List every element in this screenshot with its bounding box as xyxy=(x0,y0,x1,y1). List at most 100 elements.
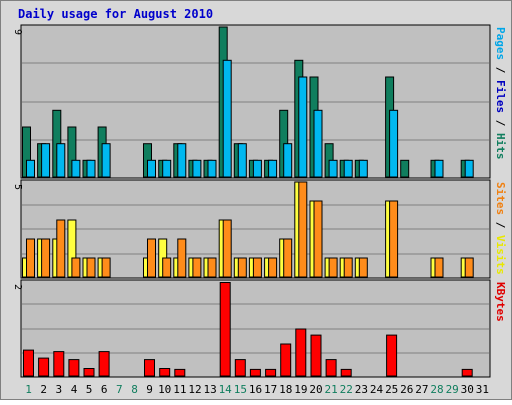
day-label-27: 27 xyxy=(415,383,428,396)
bar-kbytes-day-20 xyxy=(310,334,322,377)
day-label-14: 14 xyxy=(219,383,233,396)
legend-text-4: Hits xyxy=(494,133,507,160)
bar-pages-day-23 xyxy=(358,159,368,178)
day-label-17: 17 xyxy=(264,383,277,396)
day-label-22: 22 xyxy=(340,383,353,396)
bar-kbytes-day-11 xyxy=(174,368,186,377)
bar-pages-day-19 xyxy=(298,76,308,178)
day-label-7: 7 xyxy=(116,383,123,396)
day-label-18: 18 xyxy=(279,383,292,396)
bar-sites-day-21 xyxy=(328,257,338,278)
day-label-13: 13 xyxy=(203,383,216,396)
bar-kbytes-day-2 xyxy=(38,357,50,377)
bar-sites-day-12 xyxy=(192,257,202,278)
bar-sites-day-4 xyxy=(71,257,81,278)
bar-kbytes-day-10 xyxy=(159,368,171,377)
bar-kbytes-day-15 xyxy=(234,359,246,377)
day-label-3: 3 xyxy=(55,383,62,396)
bar-kbytes-day-5 xyxy=(83,368,95,377)
legend-text-2: Files xyxy=(494,80,507,113)
bar-pages-day-9 xyxy=(147,159,156,178)
bar-sites-day-15 xyxy=(237,257,247,278)
bar-sites-day-13 xyxy=(207,257,217,278)
day-label-19: 19 xyxy=(294,383,307,396)
bar-kbytes-day-4 xyxy=(68,359,80,377)
panel-legend-label: Pages / Files / Hits xyxy=(494,27,507,160)
day-label-29: 29 xyxy=(446,383,459,396)
bar-pages-day-22 xyxy=(343,159,353,178)
bar-kbytes-day-1 xyxy=(23,349,34,377)
day-label-23: 23 xyxy=(355,383,368,396)
legend-text-0: Sites xyxy=(494,182,507,215)
bar-kbytes-day-14 xyxy=(219,282,231,377)
legend-text-1: / xyxy=(494,60,507,80)
bar-pages-day-11 xyxy=(177,143,187,178)
legend-text-3: / xyxy=(494,113,507,133)
bar-kbytes-day-19 xyxy=(295,328,307,377)
bar-sites-day-25 xyxy=(389,200,399,278)
bar-pages-day-30 xyxy=(464,159,474,178)
bar-sites-day-18 xyxy=(283,238,293,278)
bar-sites-day-10 xyxy=(162,257,172,278)
day-label-11: 11 xyxy=(173,383,186,396)
bar-hits-day-26 xyxy=(400,159,410,178)
bar-kbytes-day-9 xyxy=(144,359,155,377)
bar-kbytes-day-6 xyxy=(98,351,110,377)
legend-text-1: / xyxy=(494,215,507,235)
bar-pages-day-18 xyxy=(283,143,293,178)
bar-pages-day-21 xyxy=(328,159,338,178)
bar-kbytes-day-22 xyxy=(340,368,352,377)
bar-sites-day-14 xyxy=(222,219,232,278)
bar-kbytes-day-25 xyxy=(386,334,398,377)
y-max-label: 5 xyxy=(12,184,23,190)
bar-sites-day-20 xyxy=(313,200,323,278)
bar-sites-day-23 xyxy=(358,257,368,278)
bar-pages-day-25 xyxy=(389,109,399,178)
y-max-label: 2 xyxy=(12,284,23,290)
bar-kbytes-day-17 xyxy=(265,368,277,377)
bar-pages-day-13 xyxy=(207,159,217,178)
bar-sites-day-17 xyxy=(268,257,278,278)
bar-sites-day-19 xyxy=(298,181,308,278)
day-label-4: 4 xyxy=(71,383,78,396)
legend-text-0: KBytes xyxy=(494,282,507,322)
bar-sites-day-28 xyxy=(434,257,444,278)
day-label-6: 6 xyxy=(101,383,108,396)
day-label-31: 31 xyxy=(476,383,489,396)
bar-sites-day-1 xyxy=(26,238,35,278)
day-label-15: 15 xyxy=(234,383,247,396)
bar-pages-day-3 xyxy=(56,143,66,178)
bar-pages-day-20 xyxy=(313,109,323,178)
day-label-26: 26 xyxy=(400,383,413,396)
bar-kbytes-day-30 xyxy=(461,368,473,377)
panels-layer: 9 Pages / Files / Hits 5 Sites / Visits 2 KBy… xyxy=(12,24,507,378)
bar-kbytes-day-21 xyxy=(325,359,337,377)
bar-sites-day-5 xyxy=(86,257,96,278)
bar-sites-day-22 xyxy=(343,257,353,278)
bar-pages-day-1 xyxy=(26,159,35,178)
bar-sites-day-3 xyxy=(56,219,66,278)
panel-1: 9 Pages / Files / Hits xyxy=(12,24,507,179)
day-label-16: 16 xyxy=(249,383,262,396)
bar-pages-day-12 xyxy=(192,159,202,178)
bar-pages-day-16 xyxy=(252,159,262,178)
panel-legend-label: KBytes xyxy=(494,282,507,322)
day-label-8: 8 xyxy=(131,383,138,396)
panel-3: 2 KBytes xyxy=(12,279,507,378)
bar-sites-day-6 xyxy=(101,257,111,278)
chart-title: Daily usage for August 2010 xyxy=(18,7,213,21)
day-label-28: 28 xyxy=(430,383,443,396)
day-label-30: 30 xyxy=(461,383,474,396)
bar-pages-day-28 xyxy=(434,159,444,178)
day-label-1: 1 xyxy=(25,383,32,396)
day-label-25: 25 xyxy=(385,383,398,396)
day-labels: 1 2 3 4 5 6 7 8 9 10 11 12 13 14 15 16 17 18 19 20 21 22 23 24 2… xyxy=(25,383,489,396)
day-label-5: 5 xyxy=(86,383,93,396)
bar-kbytes-day-18 xyxy=(280,343,292,377)
bar-pages-day-17 xyxy=(268,159,278,178)
bar-pages-day-5 xyxy=(86,159,96,178)
bar-pages-day-6 xyxy=(101,143,111,178)
day-label-10: 10 xyxy=(158,383,171,396)
bar-sites-day-16 xyxy=(252,257,262,278)
